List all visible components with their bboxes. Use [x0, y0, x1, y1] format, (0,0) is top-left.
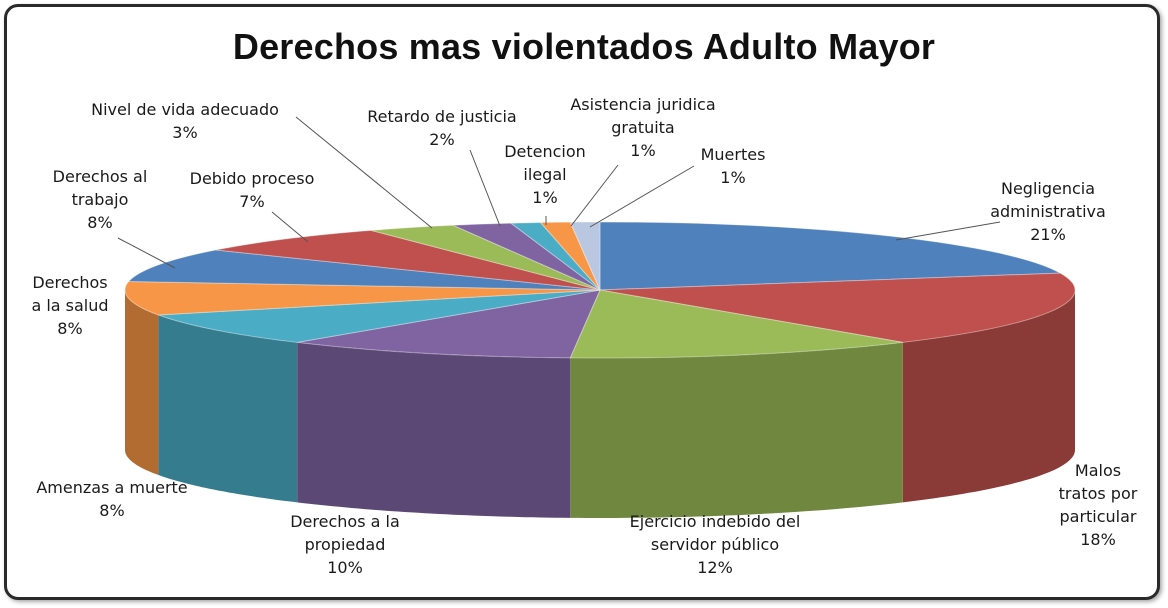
data-label-asistencia-juridica-gratuita: gratuita [611, 118, 674, 137]
slice-negligencia-administrativa [599, 221, 1062, 291]
data-label-derechos-al-trabajo: trabajo [72, 190, 129, 209]
pct-label-nivel-de-vida-adecuado: 3% [172, 123, 197, 142]
pct-label-retardo-de-justicia: 2% [429, 130, 454, 149]
pie-tops [124, 221, 1076, 359]
data-label-derechos-a-la-salud: Derechos [32, 273, 107, 292]
slice-malos-tratos-por-particular [599, 272, 1076, 343]
slice-side-malos-tratos-por-particular [902, 290, 1075, 503]
data-label-derechos-a-la-salud: a la salud [31, 296, 108, 315]
pct-label-negligencia-administrativa: 21% [1030, 225, 1066, 244]
data-label-derechos-a-la-propiedad: Derechos a la [290, 512, 400, 531]
data-labels: Negligencia administrativa 21% Malos tratos … [31, 95, 1137, 577]
data-label-malos-tratos-por-particular: Malos [1075, 461, 1121, 480]
pct-label-asistencia-juridica-gratuita: 1% [630, 141, 655, 160]
data-label-detencion-ilegal: Detencion [504, 142, 586, 161]
slice-derechos-a-la-salud [124, 280, 601, 316]
pct-label-derechos-al-trabajo: 8% [87, 213, 112, 232]
pct-label-amenzas-a-muerte: 8% [99, 501, 124, 520]
data-label-asistencia-juridica-gratuita: Asistencia juridica [570, 95, 715, 114]
data-label-nivel-de-vida-adecuado: Nivel de vida adecuado [91, 100, 279, 119]
leader-line-derechos-al-trabajo [117, 237, 176, 269]
pct-label-detencion-ilegal: 1% [532, 188, 557, 207]
data-label-malos-tratos-por-particular: tratos por [1059, 484, 1138, 503]
leader-lines [117, 116, 1001, 269]
slice-retardo-de-justicia [452, 222, 601, 291]
leader-line-debido-proceso [271, 211, 309, 243]
pie-sides [125, 290, 1075, 518]
pct-label-derechos-a-la-propiedad: 10% [327, 558, 363, 577]
leader-line-retardo-de-justicia [469, 149, 501, 227]
pct-label-muertes: 1% [720, 168, 745, 187]
data-label-negligencia-administrativa: Negligencia [1001, 179, 1095, 198]
slice-nivel-de-vida-adecuado [371, 224, 601, 291]
data-label-malos-tratos-por-particular: particular [1059, 507, 1136, 526]
data-label-detencion-ilegal: ilegal [523, 165, 566, 184]
slice-side-ejercicio-indebido-del-servidor-publico [570, 342, 903, 518]
slice-amenzas-a-muerte [158, 289, 601, 343]
pct-label-derechos-a-la-salud: 8% [57, 319, 82, 338]
leader-line-asistencia-juridica-gratuita [570, 164, 619, 227]
data-label-amenzas-a-muerte: Amenzas a muerte [36, 478, 187, 497]
data-label-derechos-al-trabajo: Derechos al [53, 167, 148, 186]
slice-detencion-ilegal [509, 221, 601, 291]
data-label-debido-proceso: Debido proceso [190, 169, 315, 188]
slice-muertes [569, 221, 601, 291]
slice-debido-proceso [215, 229, 601, 291]
data-label-derechos-a-la-propiedad: propiedad [305, 535, 386, 554]
data-label-negligencia-administrativa: administrativa [990, 202, 1106, 221]
data-label-ejercicio-indebido-del-servidor-publico: Ejercicio indebido del [630, 512, 801, 531]
leader-line-negligencia-administrativa [895, 221, 1001, 241]
slice-derechos-a-la-propiedad [297, 289, 601, 359]
pct-label-ejercicio-indebido-del-servidor-publico: 12% [697, 558, 733, 577]
chart-title: Derechos mas violentados Adulto Mayor [232, 26, 936, 67]
slice-asistencia-juridica-gratuita [539, 221, 601, 291]
slice-ejercicio-indebido-del-servidor-publico [569, 289, 903, 359]
data-label-muertes: Muertes [701, 145, 766, 164]
data-label-ejercicio-indebido-del-servidor-publico: servidor público [651, 535, 779, 554]
data-label-retardo-de-justicia: Retardo de justicia [367, 107, 516, 126]
slice-side-derechos-a-la-salud [125, 290, 159, 475]
pct-label-debido-proceso: 7% [239, 192, 264, 211]
slice-side-amenzas-a-muerte [158, 315, 298, 503]
pct-label-malos-tratos-por-particular: 18% [1080, 530, 1116, 549]
slice-derechos-al-trabajo [127, 249, 601, 291]
slice-side-derechos-a-la-propiedad [297, 342, 571, 518]
leader-line-muertes [589, 165, 695, 228]
leader-line-nivel-de-vida-adecuado [295, 116, 433, 229]
